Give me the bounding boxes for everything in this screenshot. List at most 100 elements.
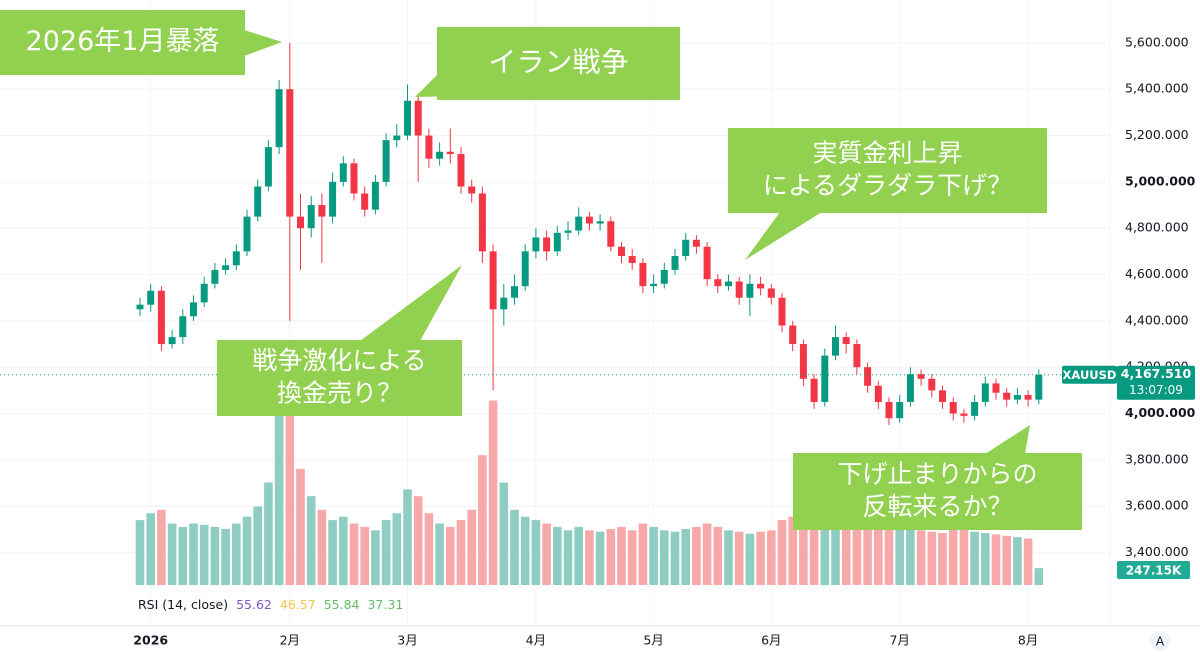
candle-body — [543, 237, 551, 252]
candle-body — [575, 216, 583, 231]
callout-text: 換金売り？ — [277, 378, 402, 407]
auto-scale-label[interactable]: A — [1156, 635, 1165, 649]
candle-body — [489, 251, 497, 310]
volume-bar — [274, 414, 284, 585]
candle-body — [211, 269, 219, 284]
volume-bar — [242, 516, 252, 585]
callout-box — [728, 128, 1047, 213]
candle-body — [650, 283, 658, 287]
candle-body — [329, 181, 337, 217]
volume-bar — [884, 520, 894, 585]
volume-bar — [424, 513, 434, 585]
volume-bar — [1023, 538, 1033, 585]
volume-bar — [1002, 535, 1011, 585]
candle-body — [446, 151, 454, 155]
y-tick-label: 3,400.000 — [1125, 544, 1189, 559]
volume-bar — [724, 530, 733, 585]
volume-bar — [157, 509, 166, 585]
volume-bar — [595, 531, 605, 585]
volume-bar — [339, 516, 348, 585]
callout-box — [0, 10, 245, 75]
candle-body — [928, 378, 936, 391]
x-tick-label: 6月 — [761, 633, 781, 648]
volume-bar — [660, 530, 669, 585]
volume-bar — [542, 523, 551, 585]
candle-body — [371, 181, 379, 210]
volume-tag — [1117, 561, 1190, 579]
volume-bar — [831, 523, 840, 585]
volume-bar — [1013, 537, 1022, 585]
candle-body — [885, 401, 893, 419]
callout-tail — [745, 212, 822, 260]
candle-body — [778, 297, 786, 326]
candle-body — [478, 193, 486, 252]
callout-tail — [360, 265, 462, 341]
x-tick-label: 8月 — [1018, 633, 1038, 648]
volume-bar — [349, 523, 359, 585]
rsi-legend-title: RSI (14, close) — [138, 597, 228, 612]
candle-body — [179, 316, 187, 338]
volume-bar — [927, 531, 937, 585]
y-tick-label: 4,000.000 — [1125, 405, 1196, 420]
volume-bar — [820, 520, 830, 585]
volume-bar — [670, 531, 680, 585]
candle-body — [896, 401, 904, 419]
volume-bar — [809, 509, 819, 585]
candle-body — [607, 221, 615, 247]
candle-body — [275, 89, 283, 148]
candle-body — [436, 151, 444, 159]
volume-bar — [146, 513, 155, 585]
callout-box — [217, 340, 462, 416]
volume-bar — [253, 506, 262, 585]
volume-bar — [681, 528, 690, 585]
callout-tail — [244, 30, 282, 56]
x-tick-label: 2月 — [280, 633, 300, 648]
x-tick-label: 3月 — [397, 633, 417, 648]
volume-bar — [199, 524, 209, 585]
callout-text: によるダラダラ下げ？ — [763, 171, 1012, 200]
countdown-label: 13:07:09 — [1129, 383, 1183, 397]
candle-body — [821, 355, 829, 402]
volume-bar — [906, 524, 915, 585]
candle-body — [147, 290, 155, 305]
volume-bar — [478, 455, 487, 585]
last-price-label: 4,167.510 — [1121, 366, 1192, 381]
candle-body — [553, 232, 561, 252]
candle-body — [232, 251, 240, 266]
candle-body — [339, 163, 347, 182]
volume-label: 247.15K — [1126, 564, 1182, 578]
volume-bar — [638, 523, 648, 585]
y-tick-label: 4,800.000 — [1125, 220, 1189, 235]
candle-body — [981, 383, 989, 402]
symbol-label: XAUUSD — [1063, 368, 1117, 382]
y-tick-label: 4,400.000 — [1125, 312, 1189, 327]
candle-body — [404, 100, 411, 136]
candle-body — [457, 154, 465, 187]
volume-bar — [777, 520, 787, 585]
candle-body — [521, 251, 529, 287]
volume-bar — [446, 526, 455, 585]
candle-body — [906, 374, 914, 402]
volume-bar — [852, 524, 862, 585]
volume-bar — [328, 520, 337, 585]
callout-text: 実質金利上昇 — [812, 138, 962, 167]
volume-bar — [948, 528, 958, 585]
candle-body — [532, 237, 540, 252]
rsi-value: 55.84 — [324, 597, 360, 612]
volume-bar — [627, 530, 637, 585]
candle-body — [222, 265, 230, 270]
candle-body — [703, 246, 711, 280]
candle-body — [1003, 392, 1011, 400]
auto-scale-button[interactable] — [1150, 631, 1170, 651]
volume-bar — [702, 523, 712, 585]
candle-body — [190, 302, 197, 317]
candle-body — [853, 344, 861, 368]
candle-body — [307, 205, 315, 229]
candle-body — [511, 286, 518, 298]
volume-bar — [563, 530, 573, 585]
candle-body — [660, 269, 668, 284]
y-tick-label: 5,400.000 — [1125, 81, 1189, 96]
volume-bar — [692, 526, 701, 585]
candle-body — [618, 246, 625, 257]
volume-bar — [863, 523, 872, 585]
